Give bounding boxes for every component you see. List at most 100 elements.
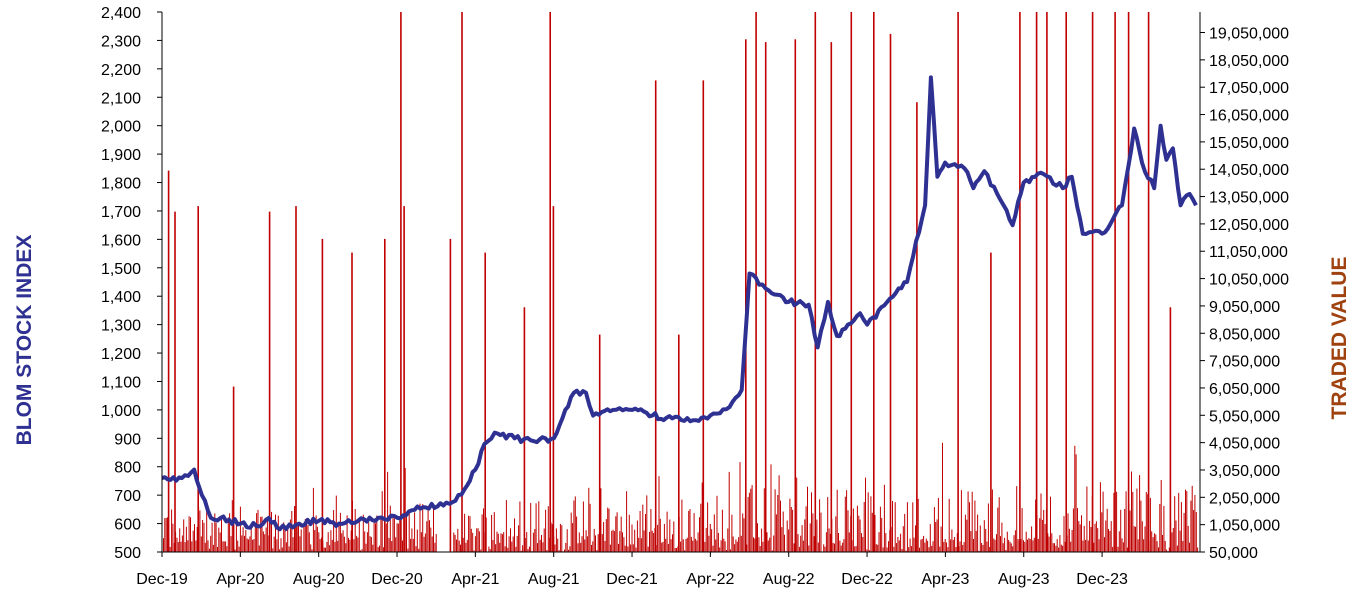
traded-value-bar bbox=[403, 206, 405, 552]
traded-value-bar bbox=[1014, 530, 1016, 552]
traded-value-bar bbox=[177, 542, 179, 552]
traded-value-bar bbox=[1116, 491, 1118, 552]
traded-value-bar bbox=[924, 542, 926, 552]
left-tick-label: 2,200 bbox=[101, 62, 141, 79]
x-tick-label: Dec-19 bbox=[136, 571, 188, 588]
right-tick-label: 10,050,000 bbox=[1209, 272, 1289, 289]
left-tick-label: 1,500 bbox=[101, 261, 141, 278]
traded-value-bar bbox=[257, 509, 259, 552]
traded-value-bar bbox=[769, 537, 771, 552]
traded-value-bar bbox=[705, 527, 707, 552]
traded-value-bar bbox=[311, 549, 313, 552]
traded-value-bar bbox=[470, 528, 472, 552]
traded-value-bar bbox=[227, 517, 229, 552]
traded-value-bar bbox=[325, 547, 326, 552]
traded-value-bar bbox=[457, 528, 459, 552]
traded-value-bar bbox=[847, 510, 849, 552]
traded-value-bar bbox=[368, 522, 370, 552]
traded-value-bar bbox=[608, 508, 610, 552]
traded-value-bar bbox=[493, 512, 495, 552]
left-tick-label: 1,300 bbox=[101, 318, 141, 335]
traded-value-bar bbox=[793, 543, 795, 552]
traded-value-bar bbox=[566, 529, 568, 552]
traded-value-bar bbox=[1090, 527, 1092, 552]
right-tick-label: 11,050,000 bbox=[1209, 244, 1288, 261]
traded-value-bar bbox=[1101, 512, 1103, 552]
traded-value-bar bbox=[816, 519, 818, 552]
traded-value-bar bbox=[800, 535, 802, 552]
traded-value-bar bbox=[534, 529, 536, 552]
traded-value-bar bbox=[1085, 539, 1087, 552]
traded-value-bar bbox=[1194, 495, 1196, 552]
traded-value-bar bbox=[561, 525, 563, 552]
traded-value-bar bbox=[882, 547, 884, 552]
traded-value-bar bbox=[908, 547, 910, 552]
traded-value-bar bbox=[1005, 550, 1007, 552]
x-tick-label: Apr-22 bbox=[686, 571, 734, 588]
traded-value-bar bbox=[1004, 537, 1006, 552]
traded-value-bar bbox=[670, 539, 672, 552]
traded-value-bar bbox=[427, 509, 429, 552]
traded-value-bar bbox=[483, 508, 484, 552]
traded-value-bar bbox=[727, 528, 729, 552]
traded-value-bar bbox=[289, 519, 291, 552]
traded-value-bar bbox=[1094, 523, 1096, 552]
traded-value-bar bbox=[658, 476, 660, 552]
traded-value-bar bbox=[712, 545, 714, 552]
traded-value-bar bbox=[264, 534, 266, 552]
traded-value-bar bbox=[743, 518, 745, 552]
traded-value-bar bbox=[310, 544, 312, 552]
traded-value-bar bbox=[523, 307, 526, 552]
traded-value-bar bbox=[1182, 541, 1184, 552]
traded-value-bar bbox=[375, 523, 376, 552]
traded-value-bar bbox=[1114, 12, 1116, 552]
traded-value-bar bbox=[1044, 524, 1046, 552]
traded-value-bar bbox=[229, 513, 231, 552]
traded-value-bar bbox=[874, 514, 876, 552]
x-tick-label: Aug-23 bbox=[998, 571, 1050, 588]
traded-value-bar bbox=[512, 536, 514, 552]
traded-value-bar bbox=[169, 546, 171, 552]
traded-value-bar bbox=[1000, 536, 1001, 552]
traded-value-bar bbox=[192, 530, 194, 552]
traded-value-bar bbox=[856, 505, 858, 552]
left-tick-label: 1,200 bbox=[101, 346, 141, 363]
traded-value-bar bbox=[585, 530, 587, 552]
left-tick-label: 600 bbox=[114, 517, 141, 534]
traded-value-bar bbox=[222, 541, 224, 552]
traded-value-bar bbox=[231, 500, 233, 552]
traded-value-bar bbox=[370, 537, 372, 552]
traded-value-bar bbox=[646, 495, 648, 552]
traded-value-bar bbox=[266, 517, 268, 552]
left-tick-label: 1,400 bbox=[101, 289, 141, 306]
traded-value-bar bbox=[435, 534, 437, 552]
x-tick-label: Aug-22 bbox=[763, 571, 815, 588]
traded-value-bar bbox=[434, 542, 436, 552]
traded-value-bar bbox=[1120, 509, 1122, 552]
traded-value-bar bbox=[366, 532, 368, 552]
traded-value-bar bbox=[734, 544, 736, 552]
traded-value-bar bbox=[846, 490, 848, 552]
traded-value-bar bbox=[1129, 510, 1131, 552]
traded-value-bar bbox=[527, 549, 529, 552]
traded-value-bar bbox=[1089, 520, 1091, 552]
traded-value-bar bbox=[306, 520, 308, 552]
traded-value-bar bbox=[1051, 533, 1053, 552]
traded-value-bar bbox=[763, 488, 765, 552]
traded-value-bar bbox=[557, 538, 559, 552]
traded-value-bar bbox=[555, 528, 557, 552]
traded-value-bar bbox=[391, 541, 393, 552]
traded-value-bar bbox=[808, 545, 810, 552]
traded-value-bar bbox=[904, 513, 906, 552]
traded-value-bar bbox=[283, 522, 285, 552]
left-tick-labels: 500 600 700 800 900 1,000 1,100 1,200 1,300 1,400… bbox=[101, 5, 162, 562]
traded-value-bar bbox=[291, 511, 293, 552]
traded-value-bar bbox=[1108, 529, 1109, 552]
traded-value-bar bbox=[886, 547, 888, 552]
left-tick-label: 1,800 bbox=[101, 176, 141, 193]
traded-value-bar bbox=[1122, 542, 1124, 552]
traded-value-bar bbox=[759, 546, 761, 552]
traded-value-bar bbox=[692, 540, 694, 552]
traded-value-bar bbox=[200, 536, 202, 552]
traded-value-bar bbox=[969, 502, 970, 552]
